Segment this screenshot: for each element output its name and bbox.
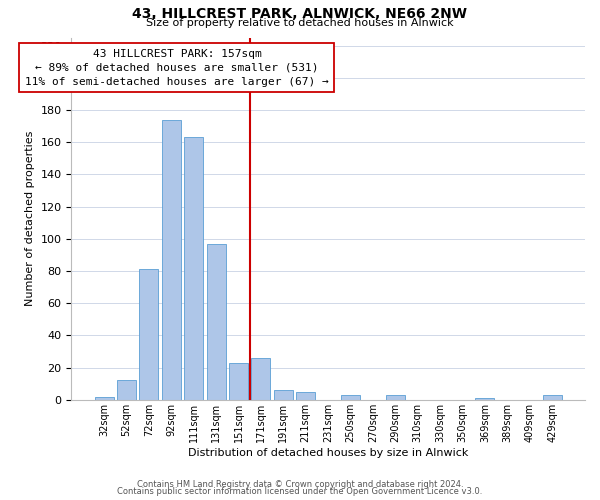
Y-axis label: Number of detached properties: Number of detached properties [25, 131, 35, 306]
Bar [251, 358, 271, 400]
Text: Size of property relative to detached houses in Alnwick: Size of property relative to detached ho… [146, 18, 454, 28]
Text: 43 HILLCREST PARK: 157sqm
← 89% of detached houses are smaller (531)
11% of semi: 43 HILLCREST PARK: 157sqm ← 89% of detac… [25, 49, 329, 87]
Bar [274, 390, 293, 400]
Bar [162, 120, 181, 400]
Bar [475, 398, 494, 400]
Bar [206, 244, 226, 400]
Bar [229, 363, 248, 400]
Bar [341, 395, 360, 400]
Bar [386, 395, 405, 400]
X-axis label: Distribution of detached houses by size in Alnwick: Distribution of detached houses by size … [188, 448, 469, 458]
Bar [542, 395, 562, 400]
Bar [95, 396, 113, 400]
Bar [296, 392, 315, 400]
Bar [184, 138, 203, 400]
Bar [117, 380, 136, 400]
Text: 43, HILLCREST PARK, ALNWICK, NE66 2NW: 43, HILLCREST PARK, ALNWICK, NE66 2NW [133, 8, 467, 22]
Text: Contains HM Land Registry data © Crown copyright and database right 2024.: Contains HM Land Registry data © Crown c… [137, 480, 463, 489]
Bar [139, 270, 158, 400]
Text: Contains public sector information licensed under the Open Government Licence v3: Contains public sector information licen… [118, 487, 482, 496]
